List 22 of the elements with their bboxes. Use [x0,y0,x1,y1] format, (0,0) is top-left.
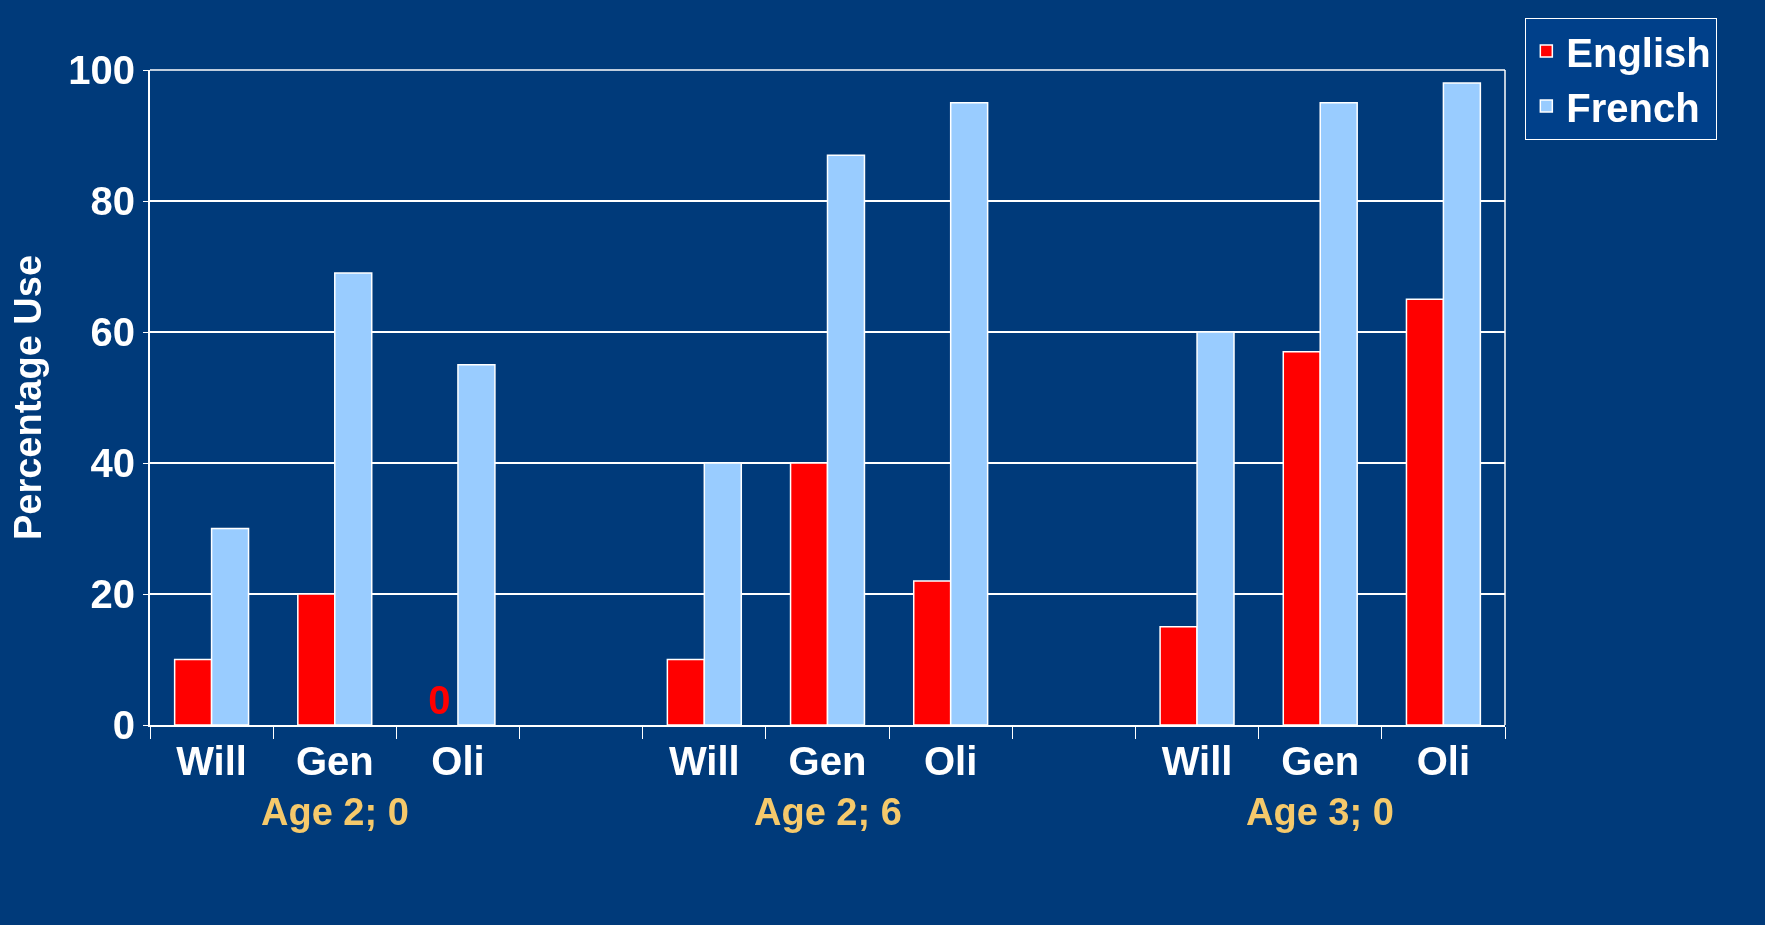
x-tick-label: Oli [1416,739,1471,783]
y-tick-label: 60 [90,310,135,354]
y-tick-label: 100 [68,48,135,92]
legend-label: English [1566,30,1711,75]
x-tick-label: Will [1161,739,1233,783]
y-tick-label: 0 [112,703,135,747]
text: Age 3; 0 [1246,791,1394,833]
x-tick-label: Gen [788,739,867,783]
x-tick-label: Will [668,739,740,783]
y-axis-title: Percentage Use [6,254,49,541]
y-tick-label: 80 [90,179,135,223]
legend-label: French [1566,85,1700,130]
y-tick-label: 20 [90,572,135,616]
data-label: 0 [428,678,451,722]
y-tick-label: 40 [90,441,135,485]
text: Age 2; 6 [754,791,902,833]
text: Age 2; 0 [261,791,409,833]
x-tick-label: Will [176,739,247,783]
x-tick-label: Oli [924,739,978,783]
x-tick-label: Gen [295,739,374,783]
x-tick-label: Oli [431,739,485,783]
x-tick-label: Gen [1281,739,1360,783]
